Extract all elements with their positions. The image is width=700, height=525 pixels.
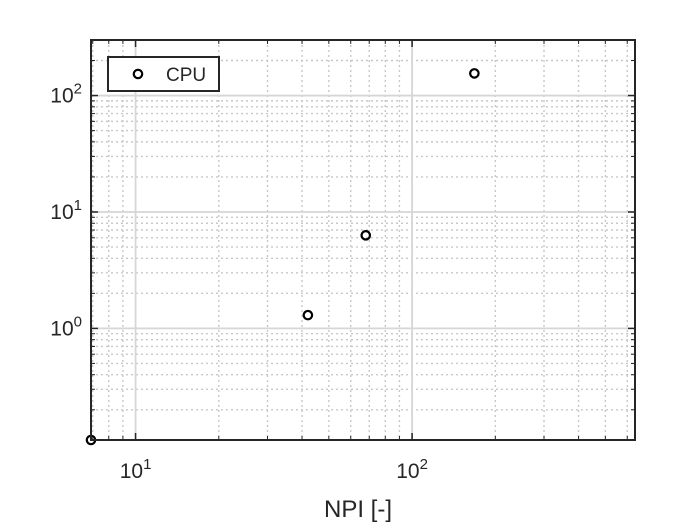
legend-marker — [132, 68, 144, 80]
data-point — [360, 230, 372, 241]
data-point — [469, 68, 480, 79]
x-tick-label: 101 — [120, 456, 152, 483]
plot-area — [91, 40, 635, 440]
y-tick-label: 102 — [50, 81, 82, 108]
legend-box — [107, 56, 220, 92]
plot-frame — [90, 39, 636, 441]
y-tick-label: 100 — [50, 313, 82, 340]
data-point — [302, 309, 314, 321]
legend: CPU — [107, 56, 220, 92]
x-tick-label: 102 — [396, 456, 428, 483]
axis-ticks: 101 102 100 101 102 — [50, 40, 635, 483]
major-grid — [91, 40, 635, 440]
x-axis-label: NPI [-] — [324, 496, 392, 523]
y-tick-label: 101 — [50, 197, 82, 224]
legend-label: CPU — [166, 65, 206, 86]
minor-grid — [91, 40, 635, 440]
